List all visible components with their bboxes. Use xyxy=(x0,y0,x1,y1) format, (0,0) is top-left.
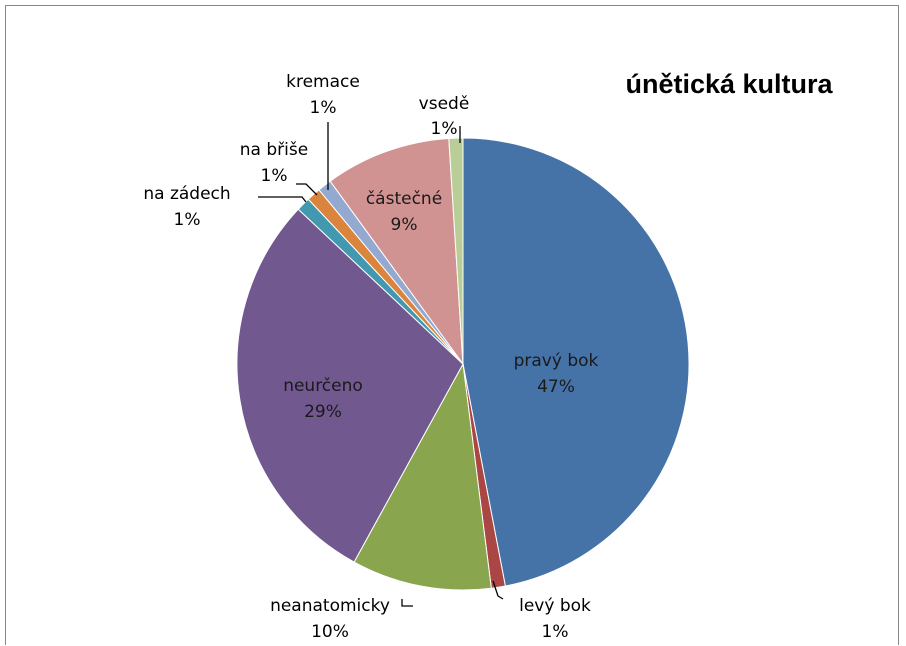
slice-label-name: pravý bok xyxy=(514,351,599,371)
slice-label-pct: 1% xyxy=(431,119,458,139)
slice-label-name: neanatomicky xyxy=(270,596,390,616)
leader-line-0 xyxy=(492,580,504,600)
slice-label-pct: 1% xyxy=(542,622,569,642)
slice-label-name: neurčeno xyxy=(283,376,363,396)
slice-label-name: levý bok xyxy=(519,596,591,616)
leader-line-1 xyxy=(401,599,413,607)
slice-label-pct: 9% xyxy=(391,215,418,235)
chart-area: únětická kultura pravý bok 47% neurčeno … xyxy=(5,5,899,645)
leader-line-2 xyxy=(258,196,307,203)
pie-slice-7 xyxy=(329,137,464,366)
slice-label-pct: 1% xyxy=(310,98,337,118)
pie-slice-8 xyxy=(448,137,464,365)
leader-line-3 xyxy=(296,183,318,196)
slice-label-name: vsedě xyxy=(419,94,470,114)
slice-label-name: na zádech xyxy=(143,184,230,204)
slice-label-name: částečné xyxy=(366,189,442,209)
pie-slices xyxy=(236,137,690,591)
chart-title: únětická kultura xyxy=(625,69,833,99)
slice-label-pct: 29% xyxy=(304,402,342,422)
pie-slice-2 xyxy=(353,362,492,591)
slice-label-pct: 1% xyxy=(261,166,288,186)
slice-label-pct: 1% xyxy=(174,210,201,230)
slice-label-name: na břiše xyxy=(240,140,308,160)
slice-label-pct: 47% xyxy=(537,377,575,397)
pie-slice-0 xyxy=(462,137,690,587)
slice-label-name: kremace xyxy=(286,72,360,92)
pie-slice-3 xyxy=(236,208,464,563)
leader-lines xyxy=(258,122,504,607)
pie-chart: únětická kultura pravý bok 47% neurčeno … xyxy=(143,69,833,642)
slice-label-pct: 10% xyxy=(311,622,349,642)
